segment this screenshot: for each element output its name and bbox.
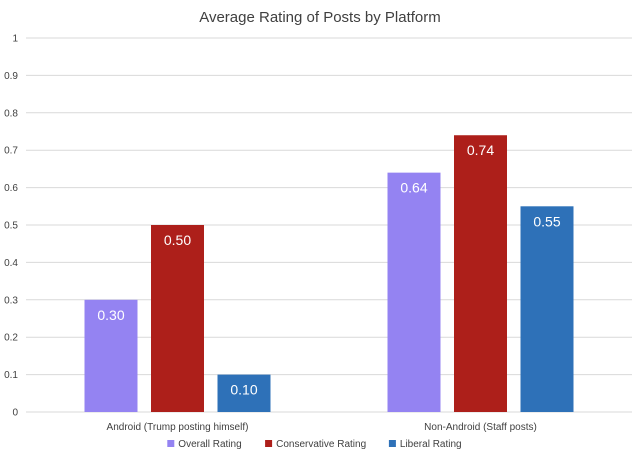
y-tick-label: 0.7 (4, 146, 18, 157)
y-tick-label: 0.5 (4, 221, 18, 232)
data-label: 0.64 (400, 180, 427, 196)
legend-label: Conservative Rating (276, 439, 366, 450)
data-label: 0.10 (230, 382, 257, 398)
legend-label: Liberal Rating (400, 439, 462, 450)
y-tick-label: 0.4 (4, 258, 18, 269)
bar (217, 374, 271, 412)
x-category-label: Android (Trump posting himself) (107, 422, 249, 433)
data-label: 0.74 (467, 142, 494, 158)
data-label: 0.55 (533, 213, 560, 229)
bar (454, 135, 507, 413)
legend-swatch (388, 440, 396, 447)
bar (151, 225, 204, 412)
y-tick-label: 0.6 (4, 183, 18, 194)
y-axis-ticks: 0 0.1 0.2 0.3 0.4 0.5 0.6 0.7 0.8 0.9 1 (4, 34, 18, 419)
y-tick-label: 0.3 (4, 295, 18, 306)
y-tick-label: 0.2 (4, 333, 18, 344)
bar (520, 206, 574, 412)
data-label: 0.30 (97, 307, 124, 323)
y-tick-label: 0 (12, 408, 18, 419)
legend-swatch (167, 440, 175, 447)
legend-label: Overall Rating (178, 439, 241, 450)
x-category-label: Non-Android (Staff posts) (424, 422, 537, 433)
y-tick-label: 0.9 (4, 71, 18, 82)
y-tick-label: 0.8 (4, 108, 18, 119)
bars (84, 135, 574, 413)
x-axis-categories: Android (Trump posting himself) Non-Andro… (107, 422, 537, 433)
bar (387, 172, 441, 412)
data-labels: 0.30 0.50 0.10 0.64 0.74 0.55 (97, 142, 560, 397)
legend-swatch (265, 440, 273, 447)
y-tick-label: 0.1 (4, 370, 18, 381)
y-tick-label: 1 (12, 34, 18, 45)
data-label: 0.50 (164, 232, 191, 248)
chart-title: Average Rating of Posts by Platform (199, 9, 441, 26)
legend: Overall Rating Conservative Rating Liberal… (167, 439, 462, 450)
bar (84, 299, 138, 412)
